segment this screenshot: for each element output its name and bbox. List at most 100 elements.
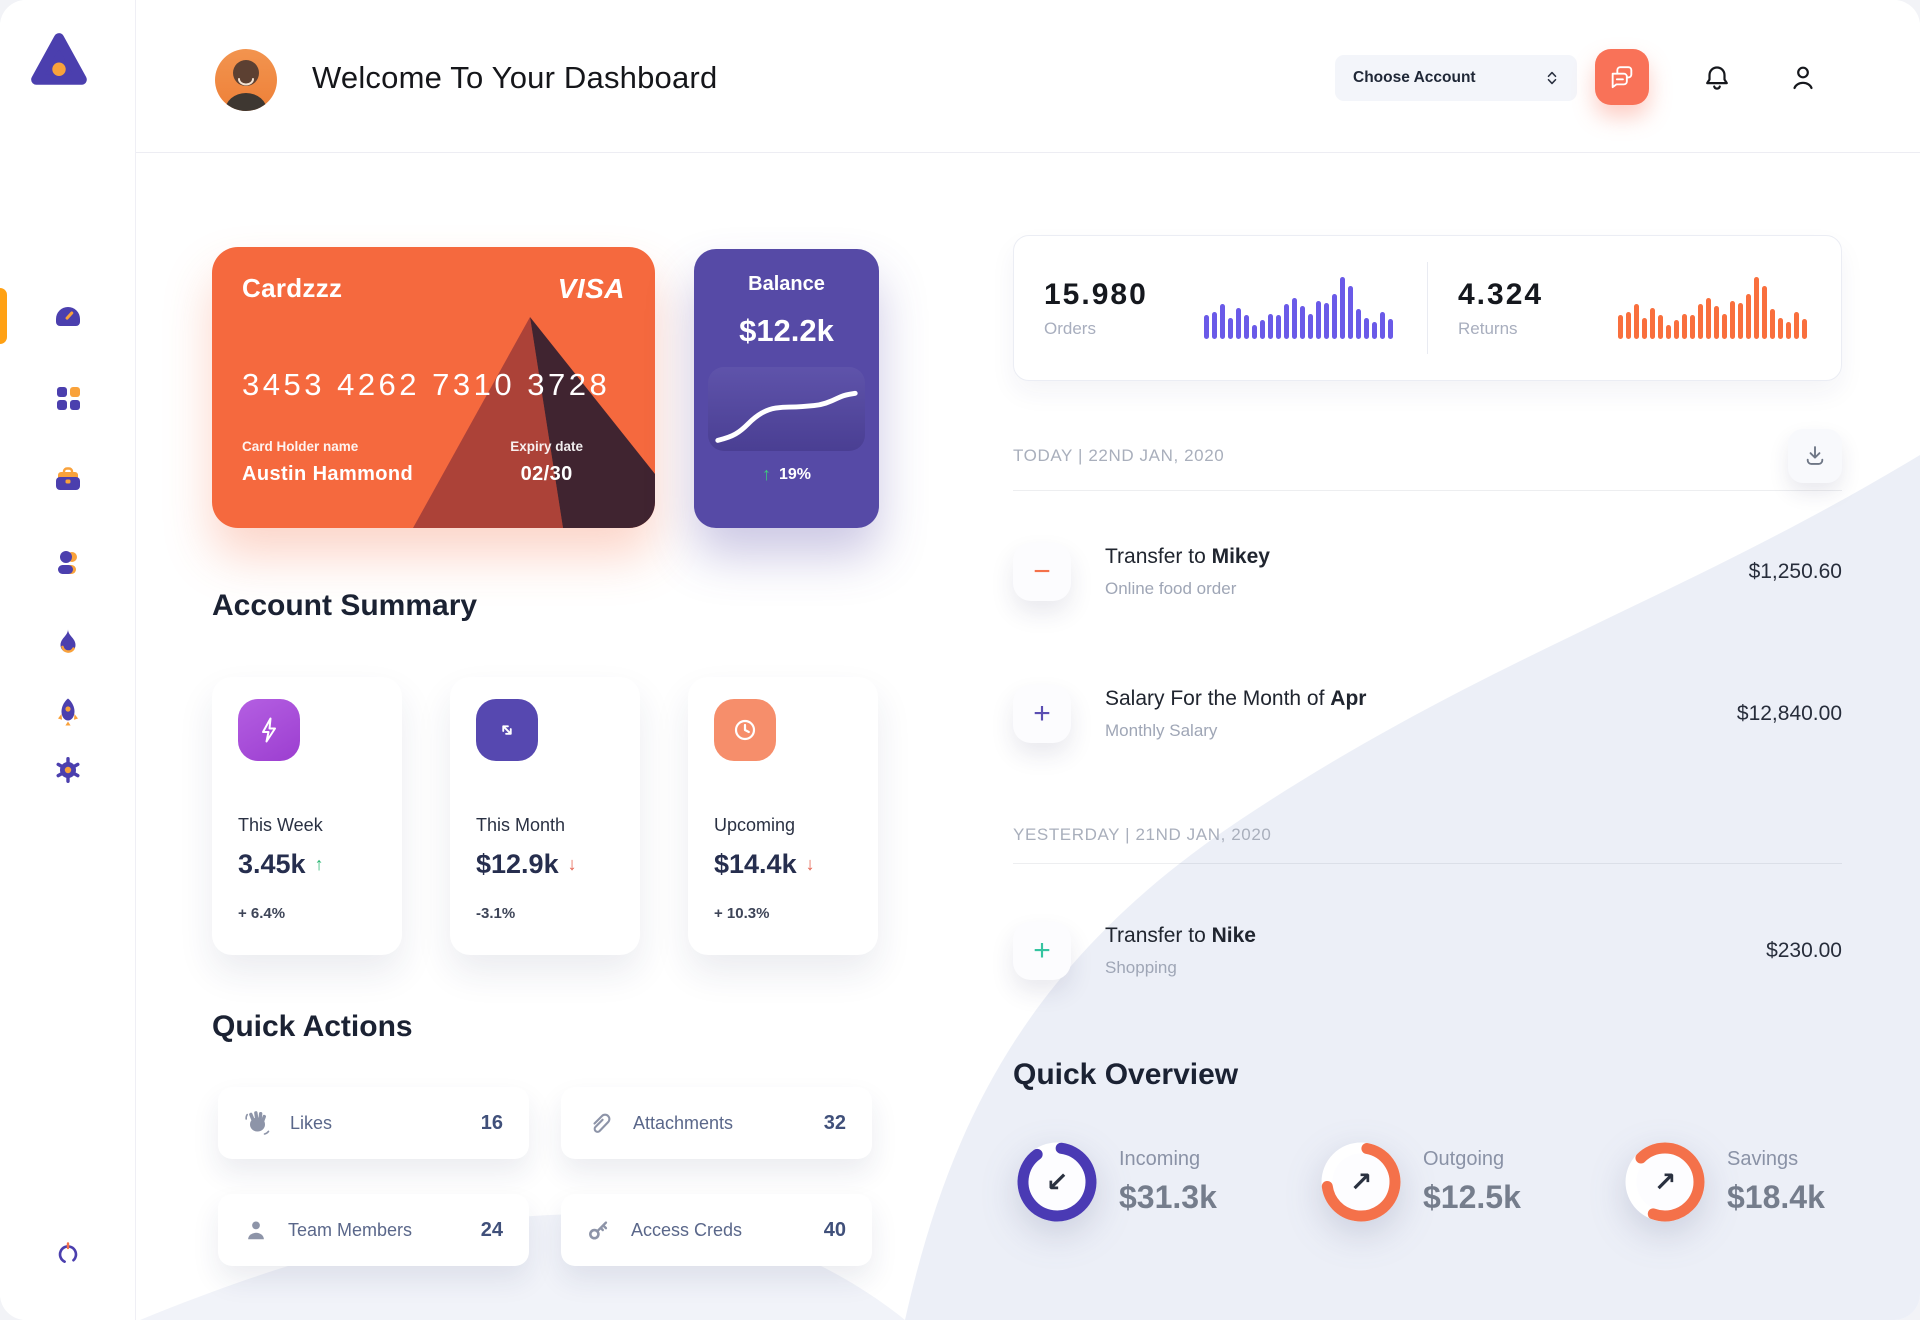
- page-title: Welcome To Your Dashboard: [312, 60, 718, 95]
- updown-chevrons-icon: [1547, 71, 1557, 85]
- choose-account-label: Choose Account: [1353, 69, 1476, 86]
- overview-value: $18.4k: [1727, 1179, 1825, 1215]
- transactions-panel: TODAY | 22ND JAN, 2020 − Transfer to Mik…: [1013, 428, 1842, 980]
- returns-label: Returns: [1458, 318, 1518, 338]
- action-count: 24: [480, 1218, 503, 1241]
- summary-label: This Week: [238, 815, 323, 835]
- overview-incoming: ↙ Incoming $31.3k: [1013, 1138, 1289, 1226]
- transaction-amount: $1,250.60: [1748, 560, 1842, 583]
- logout-button[interactable]: [0, 1238, 135, 1268]
- person-icon: [248, 1221, 264, 1240]
- overview-label: Savings: [1727, 1148, 1799, 1170]
- plus-icon: +: [1013, 922, 1071, 980]
- dashboard-gauge-icon: [55, 307, 80, 326]
- transaction-title: Salary For the Month of Apr: [1105, 687, 1367, 710]
- transaction-title: Transfer to Mikey: [1105, 545, 1270, 568]
- arrow-down-left-icon: ↙: [1045, 1166, 1069, 1197]
- card-pyramid-graphic: [413, 317, 655, 528]
- sidebar-item-dashboard[interactable]: [0, 300, 135, 332]
- action-label: Team Members: [288, 1219, 413, 1240]
- sidebar-item-settings[interactable]: [0, 754, 135, 786]
- action-count: 16: [480, 1111, 503, 1134]
- notifications-button[interactable]: [1697, 58, 1737, 98]
- account-summary-heading: Account Summary: [212, 589, 478, 622]
- card-holder-name: Austin Hammond: [242, 463, 414, 485]
- action-attachments[interactable]: Attachments 32: [561, 1087, 872, 1159]
- minus-icon: −: [1013, 543, 1071, 601]
- bell-icon: [1706, 66, 1728, 90]
- people-icon: [57, 551, 77, 574]
- profile-button[interactable]: [1783, 58, 1823, 98]
- arrow-up-right-icon: ↗: [1653, 1166, 1677, 1197]
- quick-overview-row: ↙ Incoming $31.3k ↗ Outgoing $12.5k: [1013, 1138, 1897, 1226]
- card-expiry: 02/30: [520, 463, 573, 485]
- download-icon: [1806, 446, 1824, 465]
- card-expiry-label: Expiry date: [510, 439, 583, 454]
- chat-bubbles-icon: [1611, 66, 1633, 89]
- briefcase-icon: [55, 467, 80, 490]
- trend-up-icon: ↑: [314, 854, 324, 874]
- summary-card-this-week: This Week 3.45k ↑ + 6.4%: [212, 677, 402, 955]
- returns-mini-chart: [1618, 277, 1807, 339]
- waving-hand-icon: [245, 1111, 270, 1135]
- user-avatar[interactable]: [215, 49, 277, 111]
- action-team-members[interactable]: Team Members 24: [218, 1194, 529, 1266]
- app-logo: [26, 26, 92, 96]
- key-icon: [589, 1221, 608, 1240]
- chat-button[interactable]: [1595, 49, 1649, 105]
- diagonal-arrows-icon: [476, 699, 538, 761]
- action-count: 40: [823, 1218, 846, 1241]
- transaction-row-mikey[interactable]: − Transfer to Mikey Online food order $1…: [1013, 543, 1842, 601]
- clock-icon: [714, 699, 776, 761]
- credit-card: Cardzzz VISA 3453 4262 7310 3728 Card Ho…: [212, 247, 655, 528]
- balance-card: Balance $12.2k ↑ 19%: [694, 249, 879, 528]
- transaction-row-salary[interactable]: + Salary For the Month of Apr Monthly Sa…: [1013, 685, 1842, 743]
- action-label: Access Creds: [631, 1219, 743, 1240]
- flame-icon: [60, 629, 75, 653]
- balance-value: $12.2k: [739, 313, 834, 348]
- sidebar-item-apps[interactable]: [0, 382, 135, 414]
- sidebar: [0, 0, 136, 1320]
- savings-progress-ring: [1625, 1142, 1705, 1222]
- transaction-subtitle: Online food order: [1105, 579, 1237, 598]
- visa-logo: VISA: [557, 273, 625, 304]
- action-likes[interactable]: Likes 16: [218, 1087, 529, 1159]
- summary-percent: + 10.3%: [714, 905, 770, 922]
- choose-account-dropdown[interactable]: Choose Account: [1335, 55, 1577, 101]
- summary-percent: -3.1%: [476, 905, 516, 922]
- quick-overview-heading: Quick Overview: [1013, 1058, 1239, 1091]
- paperclip-icon: [593, 1113, 611, 1133]
- overview-value: $12.5k: [1423, 1179, 1521, 1215]
- summary-value: 3.45k: [238, 849, 306, 879]
- sidebar-item-work[interactable]: [0, 464, 135, 496]
- transaction-amount: $12,840.00: [1736, 702, 1842, 725]
- plus-icon: +: [1013, 685, 1071, 743]
- quick-actions-heading: Quick Actions: [212, 1010, 413, 1043]
- outgoing-progress-ring: [1321, 1142, 1401, 1222]
- orders-label: Orders: [1044, 318, 1096, 338]
- balance-up-arrow-icon: ↑: [761, 464, 771, 484]
- action-label: Attachments: [633, 1112, 734, 1133]
- balance-sparkline: [708, 367, 865, 451]
- sidebar-item-trending[interactable]: [0, 626, 135, 658]
- orders-stat: 15.980 Orders: [1014, 236, 1427, 380]
- incoming-progress-ring: [1017, 1142, 1097, 1222]
- orders-value: 15.980: [1044, 277, 1148, 311]
- transaction-subtitle: Shopping: [1105, 958, 1177, 977]
- card-number: 3453 4262 7310 3728: [242, 367, 611, 402]
- overview-label: Incoming: [1119, 1148, 1201, 1170]
- balance-change: 19%: [778, 465, 812, 483]
- summary-percent: + 6.4%: [238, 905, 286, 922]
- card-holder-label: Card Holder name: [242, 439, 359, 454]
- action-access-creds[interactable]: Access Creds 40: [561, 1194, 872, 1266]
- summary-label: Upcoming: [714, 815, 796, 835]
- stats-divider: [1427, 262, 1428, 354]
- sidebar-item-launch[interactable]: [0, 696, 135, 728]
- sidebar-item-clients[interactable]: [0, 546, 135, 578]
- overview-outgoing: ↗ Outgoing $12.5k: [1317, 1138, 1593, 1226]
- app-grid-icon: [56, 387, 80, 410]
- download-button[interactable]: [1788, 429, 1842, 483]
- overview-savings: ↗ Savings $18.4k: [1621, 1138, 1897, 1226]
- transaction-row-nike[interactable]: + Transfer to Nike Shopping $230.00: [1013, 922, 1842, 980]
